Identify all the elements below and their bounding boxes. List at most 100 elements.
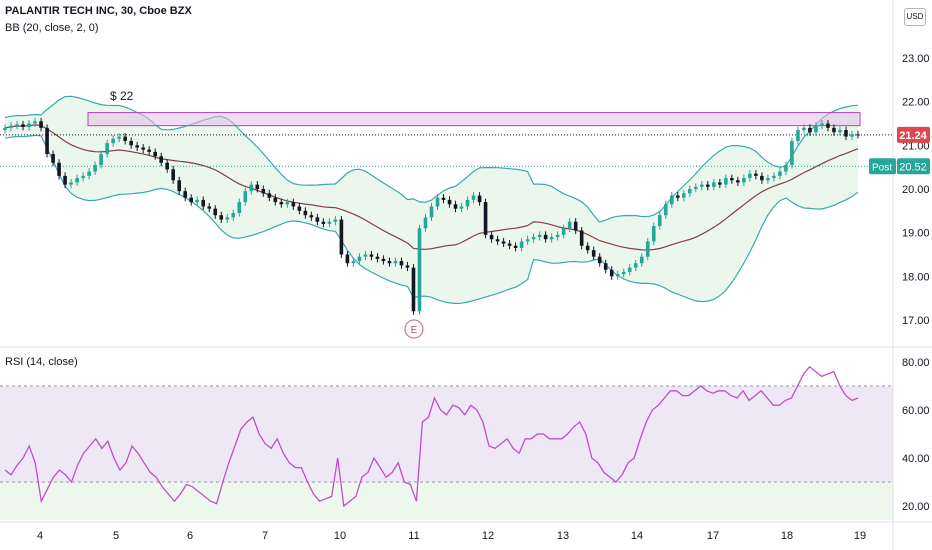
candle — [639, 253, 644, 267]
candle-body — [75, 178, 79, 183]
price-axis-tick: 18.00 — [902, 271, 930, 283]
candle-body — [627, 267, 632, 272]
candle — [688, 185, 692, 197]
candle — [21, 120, 25, 131]
candle — [339, 216, 344, 258]
candle-body — [784, 164, 788, 172]
candle-body — [51, 154, 55, 163]
candle-body — [147, 149, 151, 152]
candle-body — [225, 217, 230, 220]
candle — [333, 216, 338, 226]
candle-body — [700, 184, 704, 187]
bb-indicator-label[interactable]: BB (20, close, 2, 0) — [5, 22, 99, 34]
candle-body — [736, 180, 740, 183]
candle-body — [303, 210, 308, 216]
candle-body — [165, 162, 169, 170]
candle — [453, 200, 458, 213]
candle-body — [375, 256, 380, 259]
candle — [724, 174, 728, 189]
candle-body — [519, 241, 524, 248]
candle — [201, 196, 206, 210]
candle-body — [207, 206, 212, 209]
candle — [742, 174, 746, 186]
candle — [375, 253, 380, 263]
candle — [321, 218, 326, 228]
candle-body — [663, 204, 668, 216]
candle-body — [357, 256, 362, 262]
currency-badge[interactable]: USD — [904, 8, 926, 26]
rsi-indicator-label[interactable]: RSI (14, close) — [5, 356, 78, 368]
candle — [820, 119, 824, 130]
time-axis-tick: 5 — [113, 530, 119, 542]
candle — [429, 202, 434, 221]
candle — [387, 257, 392, 267]
candle — [213, 205, 218, 219]
candle — [405, 261, 410, 272]
candle-body — [477, 195, 482, 203]
candle-body — [435, 197, 440, 207]
candle-body — [844, 130, 848, 137]
last-price-badge — [897, 126, 930, 143]
candle — [63, 172, 67, 189]
candle-body — [159, 156, 163, 163]
candle — [243, 187, 248, 206]
candle-body — [255, 184, 260, 189]
rsi-axis-tick: 80.00 — [902, 357, 930, 369]
candle-body — [201, 199, 206, 207]
candle — [790, 137, 794, 169]
candle-body — [483, 202, 488, 235]
candle-body — [724, 178, 728, 185]
candle-body — [21, 124, 25, 127]
candle — [99, 150, 103, 169]
candle — [826, 119, 830, 132]
candle-body — [796, 130, 800, 141]
candle — [748, 170, 752, 182]
candle — [351, 257, 356, 267]
candle-body — [231, 213, 236, 218]
candle — [129, 137, 133, 149]
candle-body — [381, 258, 386, 262]
candle — [45, 124, 49, 158]
candle — [778, 168, 782, 180]
candle-body — [327, 221, 332, 224]
candle — [363, 251, 368, 261]
candle-body — [81, 175, 85, 179]
candle — [844, 126, 848, 141]
candle-body — [543, 234, 548, 240]
candle — [423, 213, 428, 232]
price-axis-tick: 22.00 — [902, 97, 930, 109]
candle — [651, 222, 656, 245]
candle-body — [850, 134, 854, 137]
candle — [537, 231, 542, 241]
candle — [549, 233, 554, 243]
candle — [555, 231, 560, 241]
candle-body — [123, 136, 127, 141]
candle-body — [117, 136, 121, 139]
price-axis-tick: 20.00 — [902, 184, 930, 196]
candle-body — [9, 125, 13, 128]
price-callout: $ 22 — [110, 89, 134, 103]
candle — [579, 226, 584, 250]
bb-lower-line — [4, 134, 859, 305]
candle-body — [267, 193, 272, 198]
candle-body — [585, 245, 590, 251]
candle — [165, 159, 169, 173]
candle — [681, 189, 686, 202]
candle-body — [363, 254, 368, 257]
candle-body — [291, 202, 296, 207]
candle — [303, 207, 308, 219]
candle-body — [675, 195, 680, 198]
candle — [531, 233, 536, 243]
candle — [736, 176, 740, 186]
candle-body — [856, 134, 860, 136]
candle — [808, 124, 812, 136]
candle-body — [694, 186, 698, 189]
time-axis-tick: 4 — [37, 530, 43, 542]
candle-body — [153, 151, 157, 157]
candle — [519, 237, 524, 252]
price-axis-tick: 17.00 — [902, 315, 930, 327]
candle — [141, 144, 145, 154]
post-label: Post — [872, 162, 892, 173]
candle-body — [754, 173, 758, 176]
